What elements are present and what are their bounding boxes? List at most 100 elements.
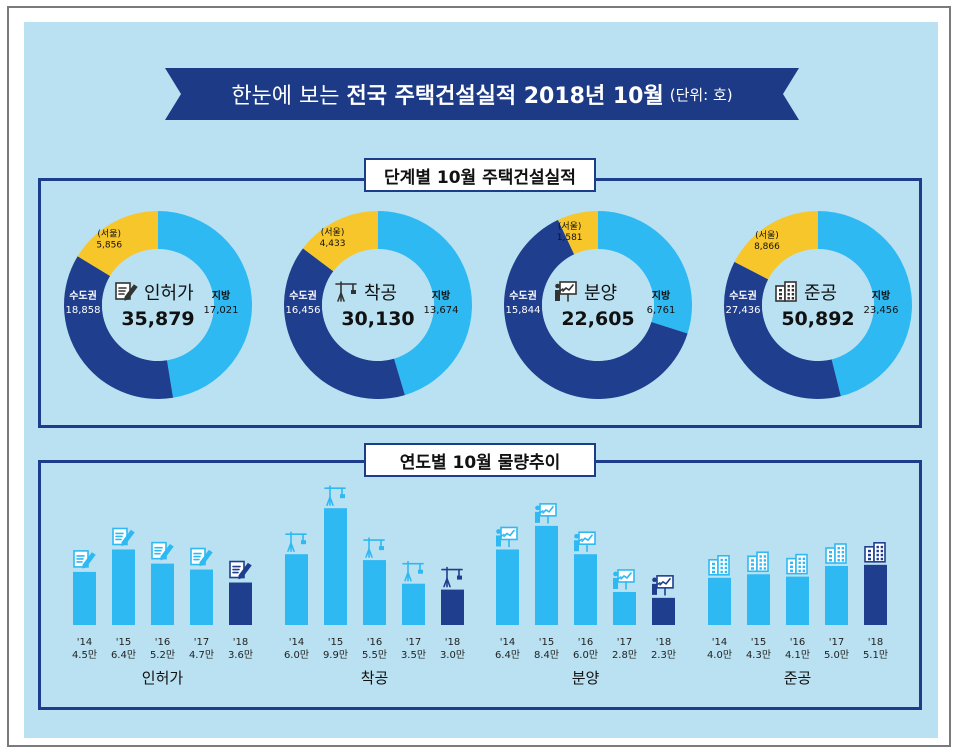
document-pen-icon <box>115 282 138 301</box>
board-graph <box>659 578 671 586</box>
slice-value-seoul: 4,433 <box>320 239 346 249</box>
building-right <box>795 553 808 575</box>
donut-name: 준공 <box>804 283 837 304</box>
crane-load <box>301 540 306 545</box>
building-window <box>787 297 790 300</box>
crane-base <box>443 577 451 588</box>
x-tick-label: '16 <box>578 637 593 648</box>
building-window <box>759 559 762 562</box>
slice-value-seoul: 1,581 <box>557 233 583 243</box>
building-window <box>802 561 806 565</box>
building-window <box>880 553 884 557</box>
building-window <box>712 570 715 574</box>
donut-chart-4: 준공 50,892 지방 23,456 수도권 27,436 (서울)8,866 <box>724 211 912 399</box>
bar <box>825 566 848 625</box>
donut-slice-region <box>378 211 472 396</box>
presenter-head <box>574 533 579 539</box>
x-tick-label: '15 <box>539 637 554 648</box>
building-window <box>751 567 754 570</box>
bar <box>613 591 636 625</box>
building-window <box>798 565 801 569</box>
donut-total: 50,892 <box>781 308 854 330</box>
bar <box>496 549 519 625</box>
bar-value-label: 3.5만 <box>401 649 426 661</box>
donut-slice-region <box>818 211 912 397</box>
donut-slice-seoul <box>734 211 818 280</box>
building-right <box>756 551 769 573</box>
doc-pen <box>121 529 135 547</box>
bar <box>786 576 809 625</box>
buildings-icon <box>708 554 730 576</box>
building-window <box>829 559 832 562</box>
board <box>656 575 674 589</box>
building-window <box>724 566 728 570</box>
buildings-icon <box>775 281 797 302</box>
presenter-head <box>613 571 618 577</box>
building-window <box>791 297 795 300</box>
presentation-icon <box>613 569 635 590</box>
slice-value-seoul: 8,866 <box>754 242 780 252</box>
board-graph <box>503 529 515 538</box>
building-window <box>720 570 723 574</box>
x-tick-label: '16 <box>155 637 170 648</box>
bar-value-label: 6.0만 <box>573 649 598 661</box>
slice-value-region: 13,674 <box>424 305 459 316</box>
slice-label-capital: 수도권 <box>289 290 317 302</box>
crane-base <box>287 542 295 553</box>
building-window <box>759 555 762 558</box>
bar-value-label: 4.1만 <box>785 649 810 661</box>
building-window <box>880 557 884 561</box>
building-window <box>763 567 767 570</box>
building-window <box>876 553 879 557</box>
crane-icon <box>363 537 385 558</box>
building-window <box>841 547 845 550</box>
building-window <box>790 565 793 569</box>
building-window <box>802 557 806 561</box>
donut-slice-capital <box>724 261 841 399</box>
board-graph <box>542 506 554 514</box>
slice-label-seoul: (서울) <box>97 229 121 240</box>
building-window <box>787 289 790 292</box>
crane-load <box>418 569 423 574</box>
bar <box>864 564 887 625</box>
slice-label-region: 지방 <box>212 289 231 302</box>
donut-slice-capital <box>64 256 174 399</box>
building-window <box>791 293 795 296</box>
building-window <box>841 555 845 558</box>
trend-section-title: 연도별 10월 물량추이 <box>364 443 596 477</box>
group-name: 준공 <box>784 669 812 687</box>
bar-value-label: 4.0만 <box>707 649 732 661</box>
building-window <box>880 549 884 553</box>
presentation-icon <box>574 531 596 553</box>
building-window <box>841 551 845 554</box>
donut-slice-region <box>598 211 692 334</box>
title-unit: (단위: 호) <box>669 85 733 104</box>
crane-icon <box>285 531 307 553</box>
x-tick-label: '18 <box>445 637 460 648</box>
board-graph <box>620 572 632 580</box>
donut-chart-3: 분양 22,605 지방 6,761 수도권 15,844 (서울)1,581 <box>503 211 692 400</box>
bar <box>190 569 213 625</box>
building-window <box>791 285 795 288</box>
bar <box>402 583 425 625</box>
slice-label-seoul: (서울) <box>755 230 779 241</box>
bar <box>285 554 308 625</box>
bar <box>151 563 174 625</box>
x-tick-label: '16 <box>367 637 382 648</box>
building-window <box>779 289 782 292</box>
crane-base <box>326 496 334 506</box>
building-window <box>779 293 782 296</box>
building-window <box>724 562 728 566</box>
building-window <box>720 566 723 570</box>
slice-value-capital: 15,844 <box>506 305 541 316</box>
x-tick-label: '15 <box>328 637 343 648</box>
bar <box>574 554 597 625</box>
building-right <box>873 542 886 563</box>
building-window <box>837 547 840 550</box>
bar <box>112 549 135 625</box>
building-window <box>787 285 790 288</box>
buildings-icon <box>747 551 769 573</box>
building-window <box>868 557 871 561</box>
document-pen-icon <box>151 541 174 561</box>
